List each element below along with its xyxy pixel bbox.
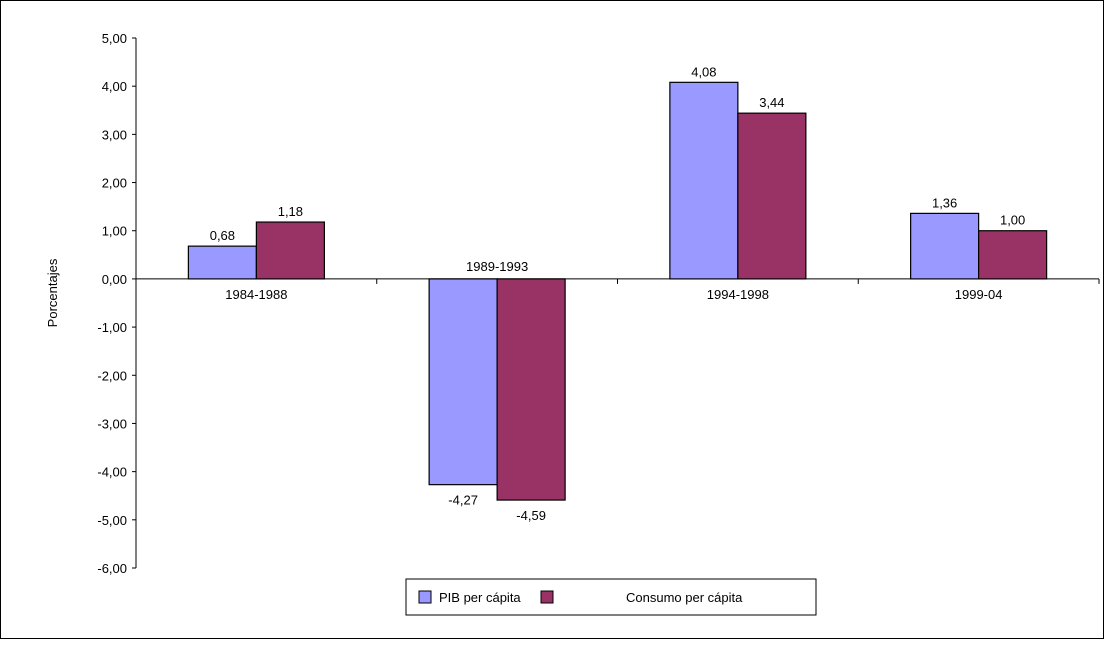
data-label: -4,59	[516, 508, 546, 523]
bar-pib	[669, 81, 739, 280]
y-tick-label: 4,00	[102, 79, 127, 94]
y-tick-label: -5,00	[97, 513, 127, 528]
y-tick-label: -1,00	[97, 320, 127, 335]
y-tick-label: -6,00	[97, 561, 127, 576]
data-label: -4,27	[448, 493, 478, 508]
y-tick-label: 2,00	[102, 176, 127, 191]
y-tick-label: 1,00	[102, 224, 127, 239]
y-tick-label: -2,00	[97, 368, 127, 383]
bar-consumo	[737, 112, 807, 280]
legend-box	[405, 578, 817, 616]
category-label: 1984-1988	[225, 287, 287, 302]
data-label: 1,00	[1000, 213, 1025, 228]
category-label: 1994-1998	[707, 287, 769, 302]
data-label: 1,18	[278, 204, 303, 219]
category-label: 1999-04	[955, 287, 1003, 302]
legend-swatch-consumo	[540, 590, 554, 604]
legend-swatch-pib	[418, 590, 432, 604]
bar-pib	[910, 212, 980, 280]
data-label: 3,44	[759, 95, 784, 110]
data-label: 0,68	[210, 228, 235, 243]
bar-pib	[428, 278, 498, 486]
y-axis-title: Porcentajes	[45, 258, 60, 327]
y-tick-label: -3,00	[97, 416, 127, 431]
y-tick-label: 3,00	[102, 127, 127, 142]
bar-consumo	[496, 278, 566, 501]
bar-pib	[187, 245, 257, 280]
y-tick-label: -4,00	[97, 465, 127, 480]
data-label: 1,36	[932, 195, 957, 210]
category-label: 1989-1993	[466, 259, 528, 274]
legend-label-consumo: Consumo per cápita	[626, 590, 743, 605]
y-tick-label: 5,00	[102, 31, 127, 46]
y-tick-label: 0,00	[102, 272, 127, 287]
bar-consumo	[255, 221, 325, 280]
data-label: 4,08	[691, 64, 716, 79]
legend-label-pib: PIB per cápita	[439, 590, 521, 605]
bar-consumo	[978, 230, 1048, 280]
